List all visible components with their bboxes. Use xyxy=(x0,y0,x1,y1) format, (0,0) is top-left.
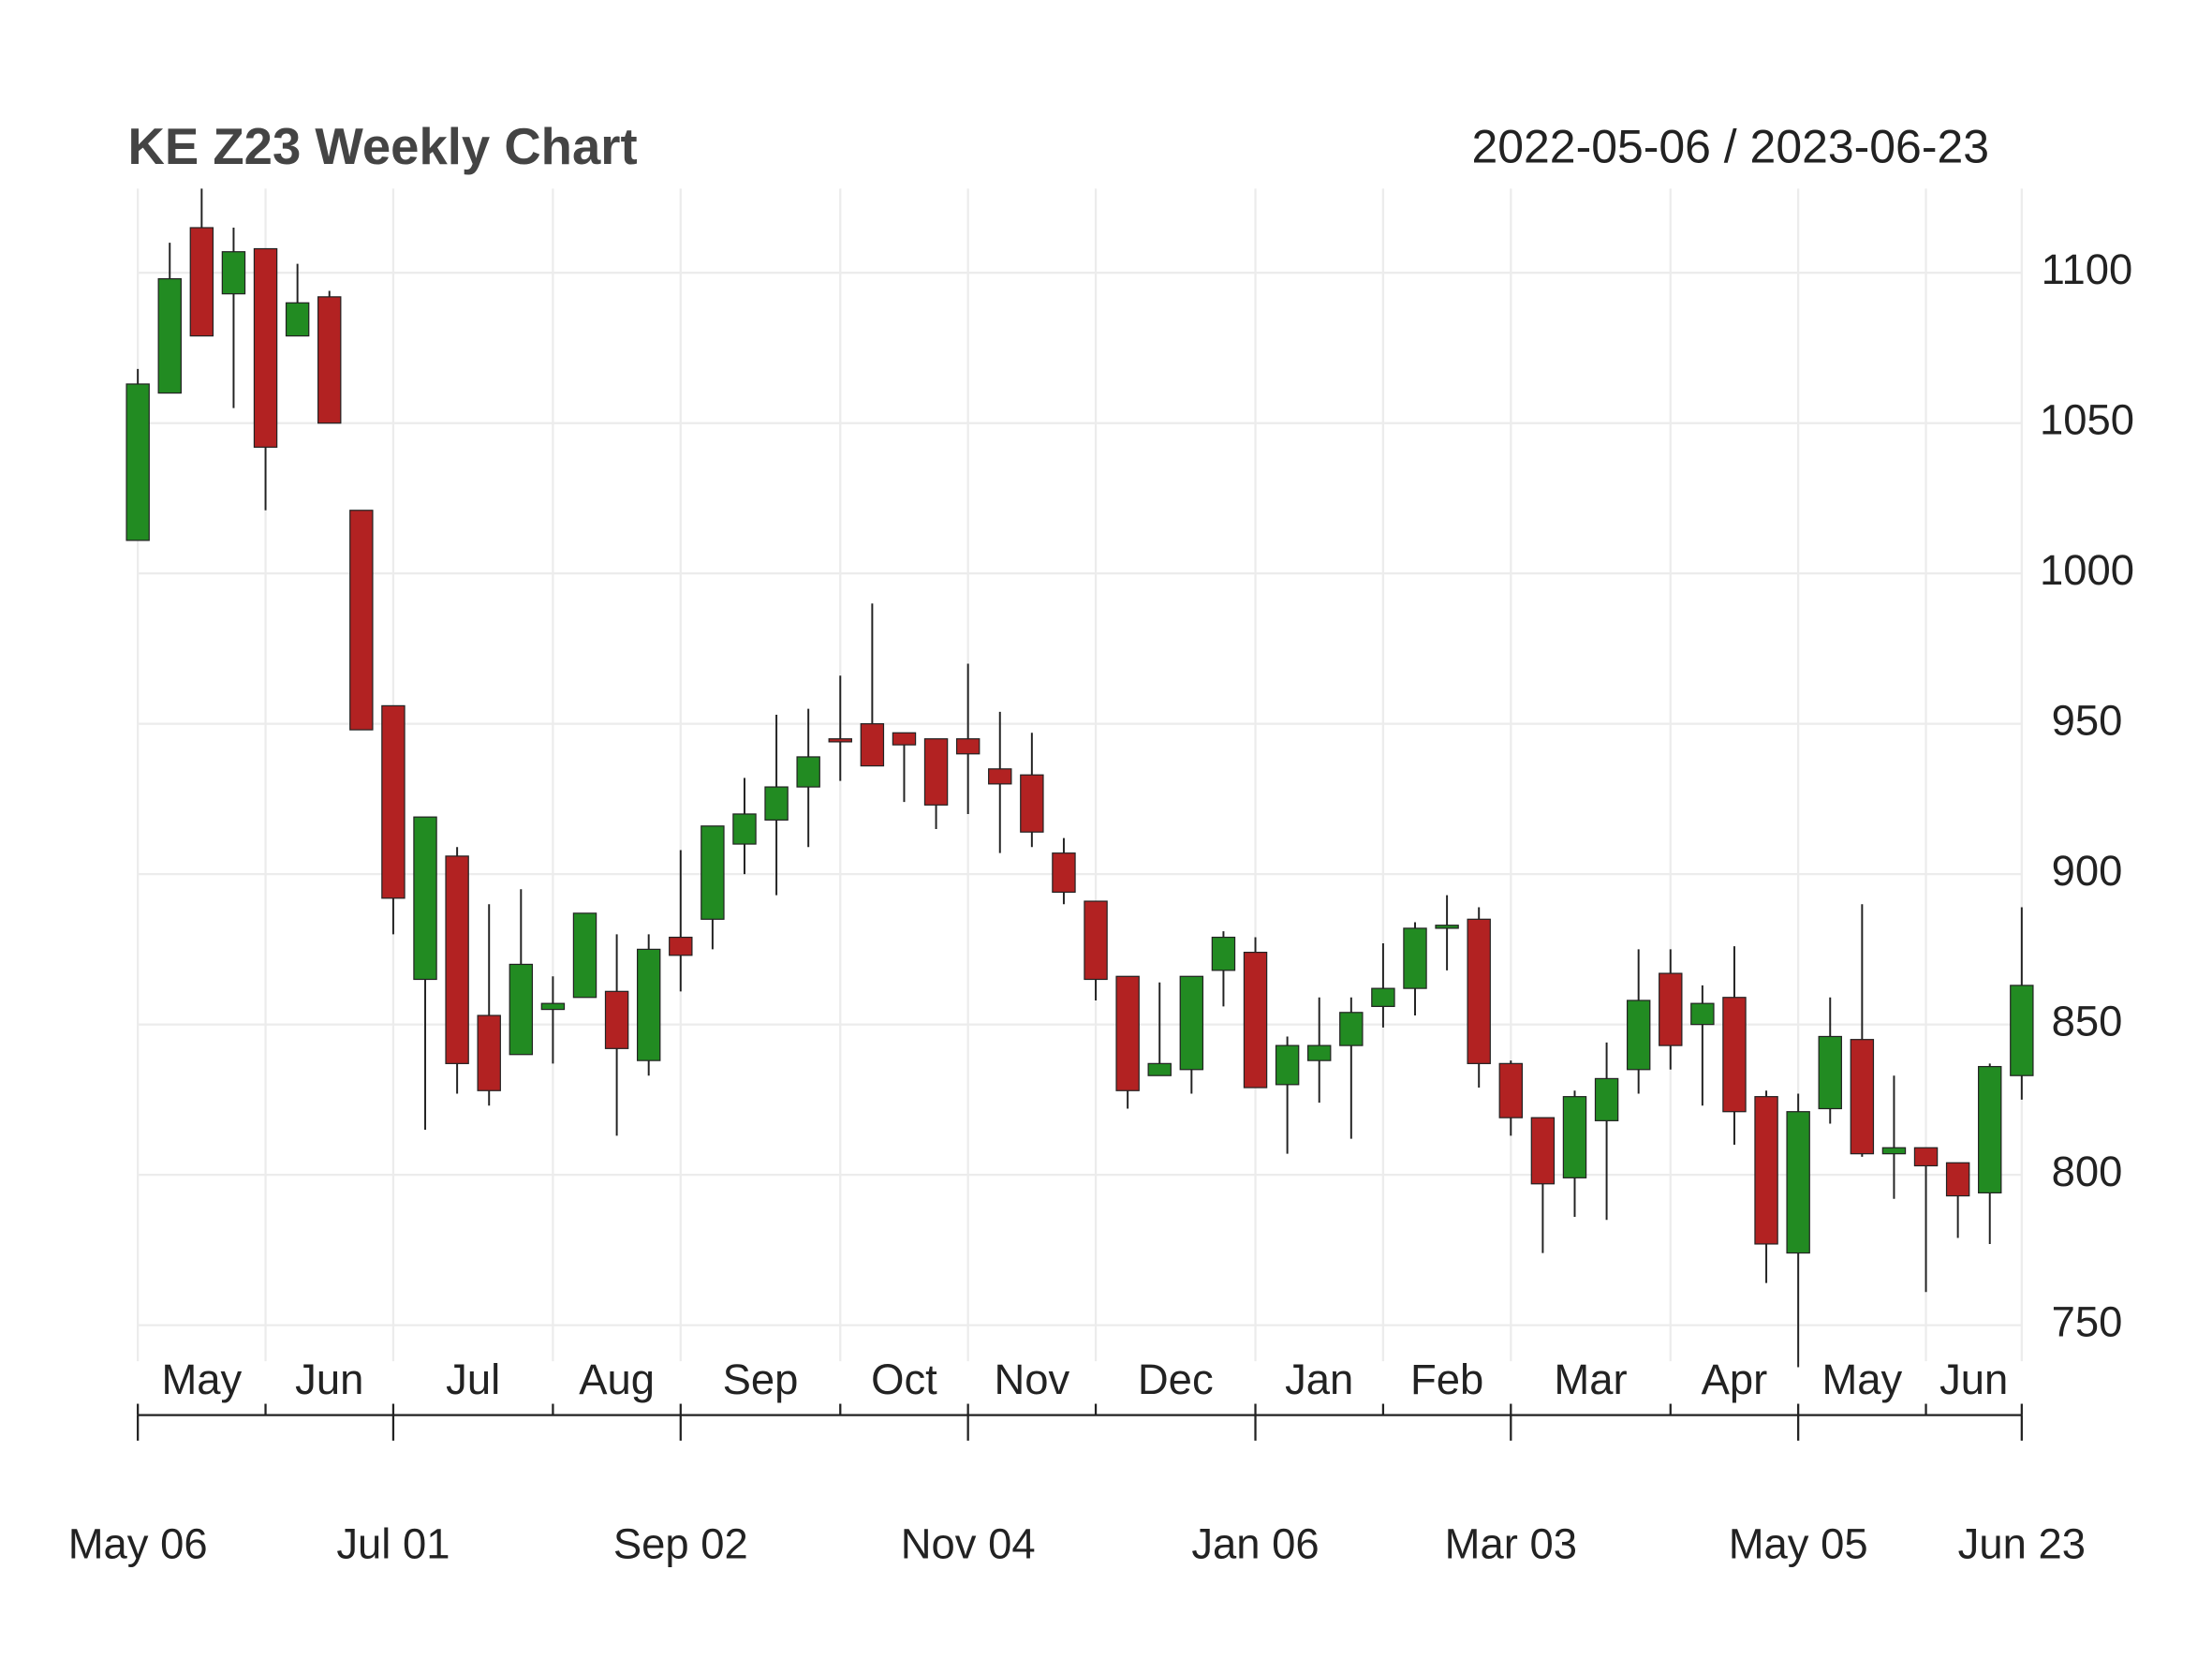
candle-body xyxy=(221,251,246,295)
candle-body xyxy=(1754,1096,1778,1245)
candle-body xyxy=(1945,1162,1970,1197)
month-label: Mar xyxy=(1554,1355,1627,1403)
candle-body xyxy=(1403,927,1427,989)
candle-body xyxy=(1498,1062,1524,1118)
month-label: Nov xyxy=(994,1355,1069,1403)
candle-body xyxy=(1020,774,1044,833)
candle-body xyxy=(1913,1147,1939,1167)
candle-body xyxy=(669,936,693,956)
y-tick-label: 1050 xyxy=(2040,396,2134,444)
candle-body xyxy=(1690,1002,1715,1026)
month-label: Sep xyxy=(723,1355,799,1403)
candle-body xyxy=(1467,918,1491,1064)
month-label: Jan xyxy=(1285,1355,1353,1403)
y-tick-label: 750 xyxy=(2052,1298,2123,1346)
candle-body xyxy=(764,786,789,821)
candle-body xyxy=(1115,975,1140,1091)
candle-body xyxy=(540,1002,566,1011)
candle-body xyxy=(317,296,342,424)
candle-body xyxy=(445,855,469,1064)
month-label: Jun xyxy=(1939,1355,2008,1403)
month-label: Jul xyxy=(446,1355,500,1403)
month-label: May xyxy=(1821,1355,1902,1403)
candle-body xyxy=(1275,1044,1300,1086)
candle-body xyxy=(1211,936,1236,971)
candle-body xyxy=(828,738,852,743)
candle-body xyxy=(923,738,949,806)
x-tick-label: Nov 04 xyxy=(901,1519,1036,1567)
candle-body xyxy=(988,768,1012,785)
candle-body xyxy=(796,756,820,788)
candle-body xyxy=(1307,1044,1332,1061)
y-tick-label: 850 xyxy=(2052,998,2123,1045)
candle-body xyxy=(860,723,885,767)
candle-body xyxy=(732,813,757,845)
month-label: Dec xyxy=(1138,1355,1214,1403)
candle-body xyxy=(604,990,629,1049)
candle-body xyxy=(125,383,150,541)
candle-body xyxy=(636,948,661,1061)
candle-body xyxy=(1179,975,1204,1071)
candle-body xyxy=(1722,997,1747,1113)
candle-body xyxy=(1371,987,1395,1007)
candle-body xyxy=(189,227,214,337)
candle-body xyxy=(381,704,406,899)
candle-body xyxy=(1562,1096,1587,1178)
candle-body xyxy=(477,1015,501,1091)
candle-body xyxy=(1435,925,1459,929)
candle-body xyxy=(349,510,374,731)
candle-body xyxy=(1339,1012,1364,1046)
x-tick-label: May 06 xyxy=(68,1519,208,1567)
y-tick-label: 1100 xyxy=(2042,245,2133,293)
candle-body xyxy=(955,738,981,755)
month-label: Jun xyxy=(295,1355,363,1403)
month-label: Oct xyxy=(871,1355,937,1403)
candle-body xyxy=(1881,1147,1907,1155)
candle-body xyxy=(413,816,437,981)
candle-body xyxy=(572,912,597,999)
chart-title: KE Z23 Weekly Chart xyxy=(128,118,638,175)
x-tick-label: Jun 23 xyxy=(1958,1519,2086,1567)
month-label: Apr xyxy=(1702,1355,1768,1403)
candle-body xyxy=(1243,951,1268,1089)
candle-body xyxy=(253,247,278,448)
x-tick-label: Jan 06 xyxy=(1191,1519,1319,1567)
candle-body xyxy=(1850,1039,1875,1155)
y-tick-label: 800 xyxy=(2052,1148,2123,1195)
y-tick-label: 950 xyxy=(2052,697,2123,745)
month-label: Feb xyxy=(1410,1355,1483,1403)
candle-body xyxy=(157,278,182,394)
candle-body xyxy=(1530,1117,1556,1185)
candle-body xyxy=(1147,1062,1172,1076)
y-tick-label: 900 xyxy=(2052,847,2123,895)
candle-body xyxy=(700,825,725,920)
candle-body xyxy=(509,963,534,1056)
candle-body xyxy=(1594,1077,1619,1121)
x-tick-label: May 05 xyxy=(1729,1519,1868,1567)
candle-body xyxy=(1659,972,1683,1046)
candle-body xyxy=(1978,1065,2002,1193)
candle-body xyxy=(285,302,310,337)
candle-body xyxy=(1626,1000,1651,1071)
x-tick-label: Sep 02 xyxy=(613,1519,748,1567)
y-tick-label: 1000 xyxy=(2040,546,2134,594)
candle-body xyxy=(1818,1035,1842,1110)
candle-body xyxy=(1052,852,1076,894)
candle-body xyxy=(2010,985,2034,1076)
x-tick-label: Mar 03 xyxy=(1445,1519,1577,1567)
candle-body xyxy=(1084,900,1108,981)
month-label: May xyxy=(161,1355,242,1403)
x-tick-label: Jul 01 xyxy=(336,1519,450,1567)
candle-body xyxy=(1786,1111,1810,1254)
month-label: Aug xyxy=(579,1355,655,1403)
candle-body xyxy=(892,732,917,746)
date-range: 2022-05-06 / 2023-06-23 xyxy=(1472,121,1990,173)
